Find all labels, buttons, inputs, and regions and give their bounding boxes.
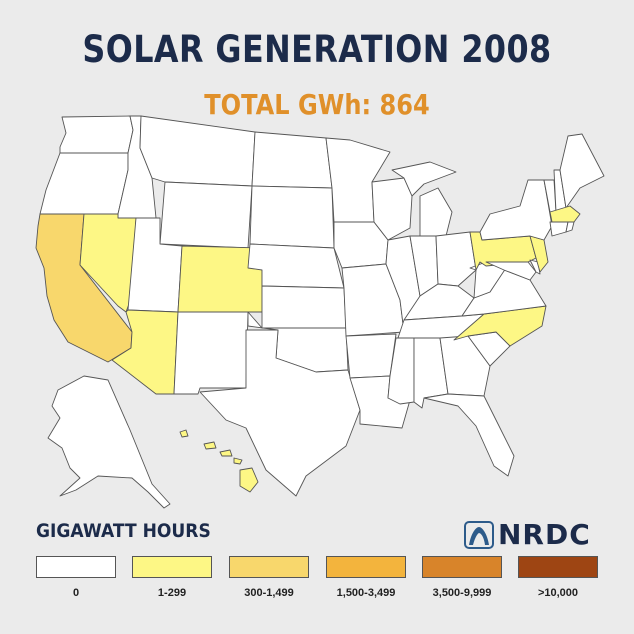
legend-item: 1,500-3,499	[326, 556, 406, 599]
state-florida	[423, 393, 515, 477]
legend-label: 1,500-3,499	[336, 587, 396, 599]
state-south-dakota	[249, 185, 335, 249]
state-connecticut	[549, 221, 569, 237]
state-north-dakota	[251, 131, 333, 189]
state-montana	[139, 115, 256, 187]
legend-label: 1-299	[157, 587, 187, 599]
legend-swatch	[229, 556, 309, 578]
legend-swatch	[36, 556, 116, 578]
legend-item: 3,500-9,999	[422, 556, 502, 599]
legend-label: 300-1,499	[244, 587, 294, 599]
legend-label: >10,000	[537, 587, 579, 599]
legend-label: 0	[72, 587, 80, 599]
state-texas	[199, 329, 361, 497]
state-new-mexico	[173, 311, 249, 395]
legend-item: >10,000	[518, 556, 598, 599]
legend-item: 1-299	[132, 556, 212, 599]
state-washington	[59, 115, 134, 154]
state-kansas	[261, 285, 347, 329]
legend-title: GIGAWATT HOURS	[36, 520, 211, 542]
state-maryland	[485, 261, 537, 281]
map-title: SOLAR GENERATION 2008	[82, 28, 552, 71]
legend-item: 300-1,499	[229, 556, 309, 599]
state-oregon	[39, 152, 129, 215]
nrdc-logo-text: NRDC	[498, 518, 591, 551]
nrdc-tree-icon	[464, 520, 494, 549]
legend-swatch	[132, 556, 212, 578]
state-new-york	[479, 179, 553, 241]
legend-swatch	[518, 556, 598, 578]
legend-label: 3,500-9,999	[432, 587, 492, 599]
legend-swatch	[422, 556, 502, 578]
state-arkansas	[345, 333, 397, 379]
nrdc-logo: NRDC	[464, 518, 591, 551]
state-massachusetts	[549, 205, 581, 223]
legend: 0 1-299 300-1,499 1,500-3,499 3,500-9,99…	[36, 556, 602, 616]
state-rhode-island	[565, 221, 575, 233]
state-wyoming	[159, 181, 253, 249]
legend-swatch	[326, 556, 406, 578]
state-ohio	[435, 231, 477, 287]
state-maine	[559, 133, 605, 209]
state-michigan	[391, 161, 457, 237]
legend-item: 0	[36, 556, 116, 599]
state-nebraska	[247, 243, 345, 289]
state-alaska	[47, 375, 171, 509]
state-hawaii	[179, 429, 259, 493]
total-gwh: TOTAL GWh: 864	[204, 88, 430, 121]
